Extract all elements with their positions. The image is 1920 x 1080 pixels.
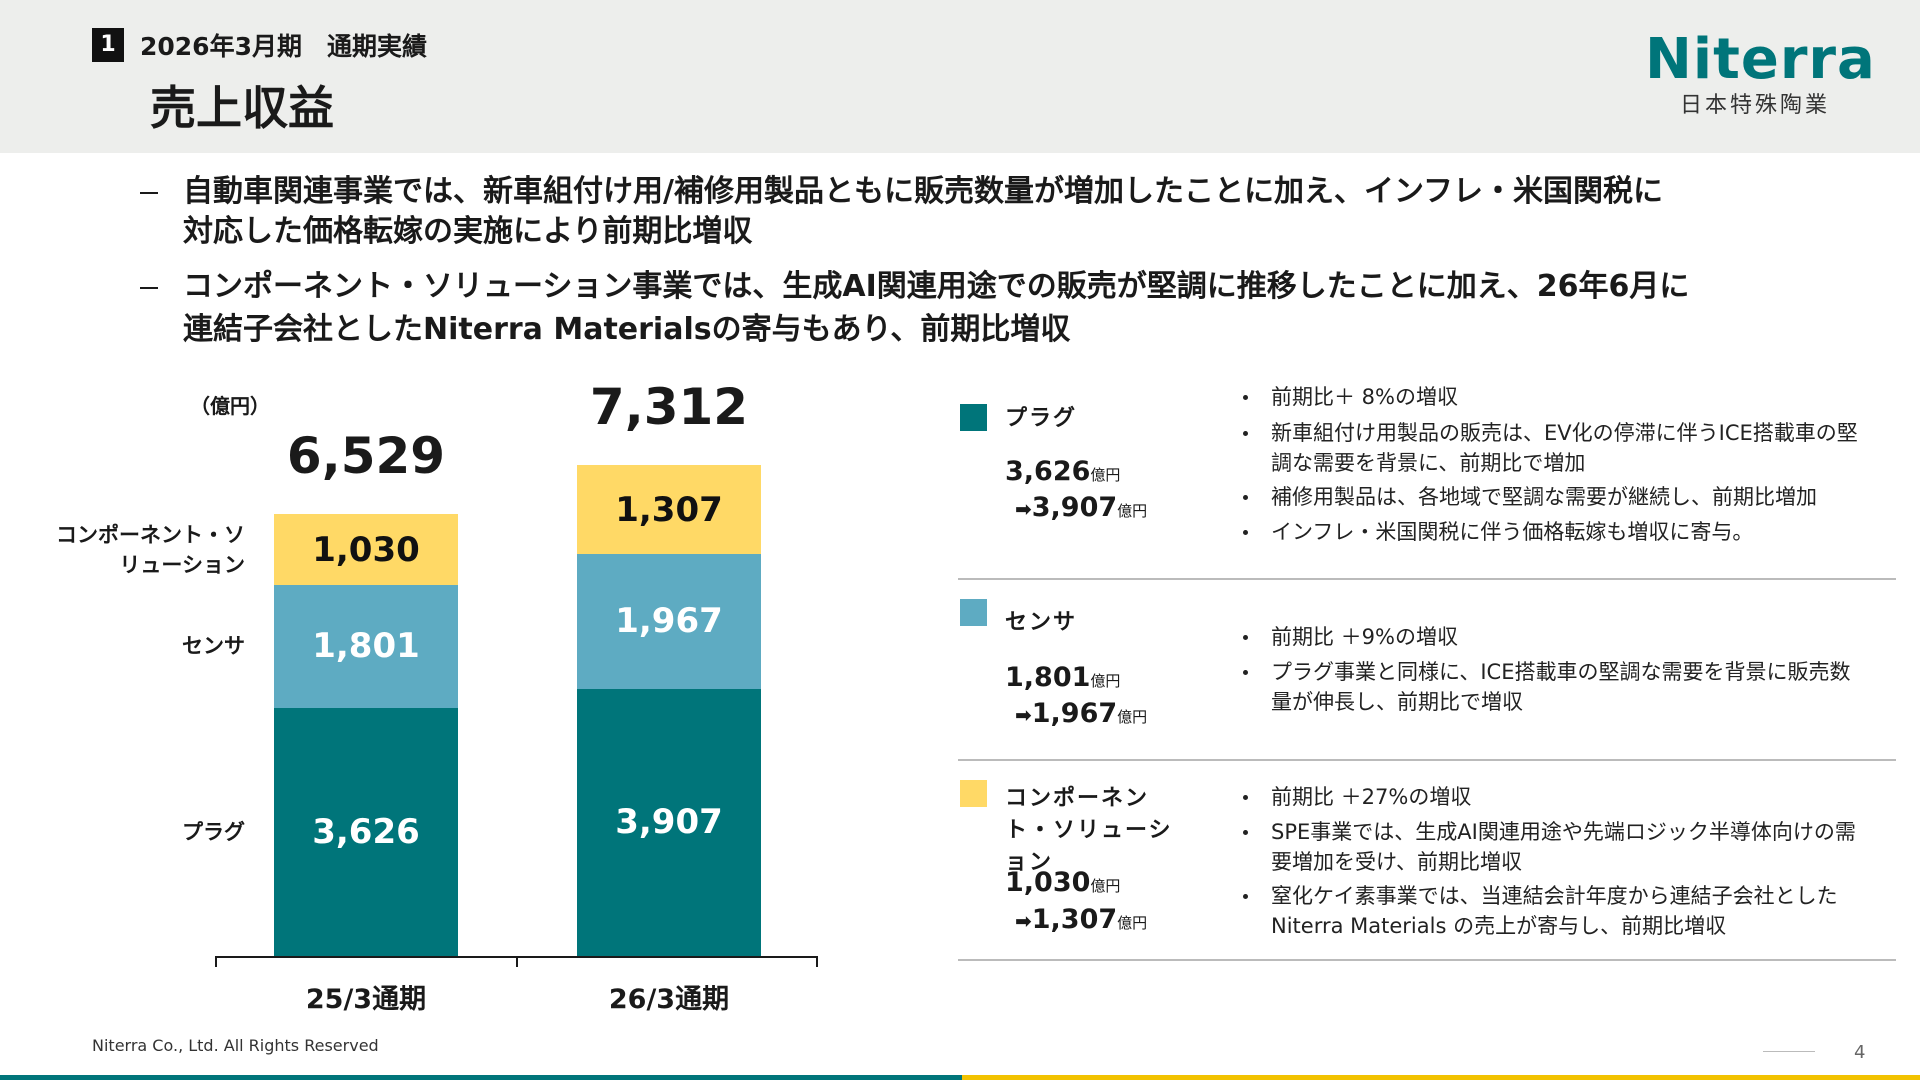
bottom-bar (0, 1075, 962, 1080)
arrow: ➡ (1015, 497, 1032, 521)
divider (958, 759, 1896, 761)
dot (1243, 670, 1248, 675)
dot (1243, 495, 1248, 500)
detail-text: 前期比＋ 8%の増収 (1271, 385, 1458, 409)
value-label: 1,967 (615, 601, 723, 642)
logo: Niterra (1645, 27, 1876, 92)
from-value: 1,801億円 (1005, 661, 1120, 698)
bar-segment (577, 688, 761, 956)
unit: 億円 (1090, 466, 1121, 484)
dash (140, 192, 158, 194)
detail-text: 補修用製品は、各地域で堅調な需要が継続し、前期比増加 (1271, 485, 1817, 509)
legend-swatch (960, 780, 987, 807)
legend-name: コンポーネント・ソリューション (1005, 786, 1173, 875)
detail-text: SPE事業では、生成AI関連用途や先端ロジック半導体向けの需要増加を受け、前期比… (1271, 820, 1856, 874)
detail-text: インフレ・米国関税に伴う価格転嫁も増収に寄与。 (1271, 520, 1754, 544)
detail-text: 前期比 ＋27%の増収 (1271, 785, 1472, 809)
dot (1243, 830, 1248, 835)
arrow: ➡ (1015, 703, 1032, 727)
axis-tick (215, 956, 217, 967)
detail-text: プラグ事業と同様に、ICE搭載車の堅調な需要を背景に販売数量が伸長し、前期比で増… (1271, 660, 1851, 714)
logo-subtitle: 日本特殊陶業 (1680, 93, 1831, 118)
to-value: ➡1,967億円 (1015, 697, 1147, 734)
arrow: ➡ (1015, 909, 1032, 933)
value: 1,967 (1031, 698, 1118, 729)
section-badge: 1 (92, 28, 124, 62)
axis-tick (516, 956, 518, 967)
bar-segment (274, 707, 458, 956)
bar-segment (274, 584, 458, 708)
value-label: 1,801 (312, 626, 420, 667)
total-label: 6,529 (286, 427, 446, 486)
dot (1243, 431, 1248, 436)
detail-text: 窒化ケイ素事業では、当連結会計年度から連結子会社としたNiterra Mater… (1271, 884, 1838, 938)
value-label: 1,030 (312, 529, 420, 570)
x-tick-label: 25/3通期 (305, 984, 427, 1015)
bar-segment (274, 514, 458, 585)
to-value: ➡3,907億円 (1015, 491, 1147, 528)
page-number: 4 (1854, 1042, 1866, 1063)
value: 1,801 (1005, 662, 1091, 693)
value: 1,030 (1005, 867, 1091, 898)
to-value: ➡1,307億円 (1015, 903, 1147, 940)
detail-text: 新車組付け用製品の販売は、EV化の停滞に伴うICE搭載車の堅調な需要を背景に、前… (1271, 421, 1858, 475)
dot (1243, 795, 1248, 800)
divider (958, 578, 1896, 580)
bar-segment (577, 464, 761, 555)
unit: 億円 (1117, 502, 1148, 520)
bullet-text: コンポーネント・ソリューション事業では、生成AI関連用途での販売が堅調に推移した… (183, 269, 1690, 304)
section-label: 2026年3月期 通期実績 (140, 32, 427, 61)
page-rule (1763, 1051, 1815, 1052)
bar-segment (577, 554, 761, 689)
dot (1243, 894, 1248, 899)
axis-tick (816, 956, 818, 967)
value-label: 1,307 (615, 489, 723, 530)
value: 1,307 (1031, 904, 1118, 935)
series-label: プラグ (182, 819, 245, 844)
divider (958, 959, 1896, 961)
unit-label: （億円） (190, 394, 270, 418)
dash (140, 287, 158, 289)
dot (1243, 395, 1248, 400)
bullet-text: 連結子会社としたNiterra Materialsの寄与もあり、前期比増収 (183, 312, 1071, 347)
bullet-text: 自動車関連事業では、新車組付け用/補修用製品ともに販売数量が増加したことに加え、… (183, 174, 1664, 209)
total-label: 7,312 (589, 377, 749, 436)
legend-swatch (960, 599, 987, 626)
bullet-text: 対応した価格転嫁の実施により前期比増収 (183, 214, 753, 249)
unit: 億円 (1090, 877, 1121, 895)
unit: 億円 (1090, 672, 1121, 690)
legend-name: プラグ (1005, 406, 1078, 431)
value-label: 3,626 (312, 811, 420, 852)
series-label: センサ (182, 634, 245, 659)
copyright: Niterra Co., Ltd. All Rights Reserved (92, 1036, 379, 1055)
from-value: 3,626億円 (1005, 455, 1120, 492)
x-tick-label: 26/3通期 (608, 984, 730, 1015)
dot (1243, 635, 1248, 640)
unit: 億円 (1117, 708, 1148, 726)
header-band (0, 0, 1920, 153)
legend-name: センサ (1005, 610, 1078, 635)
dot (1243, 530, 1248, 535)
value-label: 3,907 (615, 802, 723, 843)
bottom-bar (962, 1075, 1920, 1080)
legend-swatch (960, 404, 987, 431)
unit: 億円 (1117, 914, 1148, 932)
value: 3,907 (1031, 492, 1118, 523)
value: 3,626 (1005, 456, 1091, 487)
slide-title: 売上収益 (150, 81, 334, 135)
from-value: 1,030億円 (1005, 866, 1120, 903)
detail-text: 前期比 ＋9%の増収 (1271, 625, 1458, 649)
series-label: コンポーネント・ソリューション (56, 522, 245, 577)
